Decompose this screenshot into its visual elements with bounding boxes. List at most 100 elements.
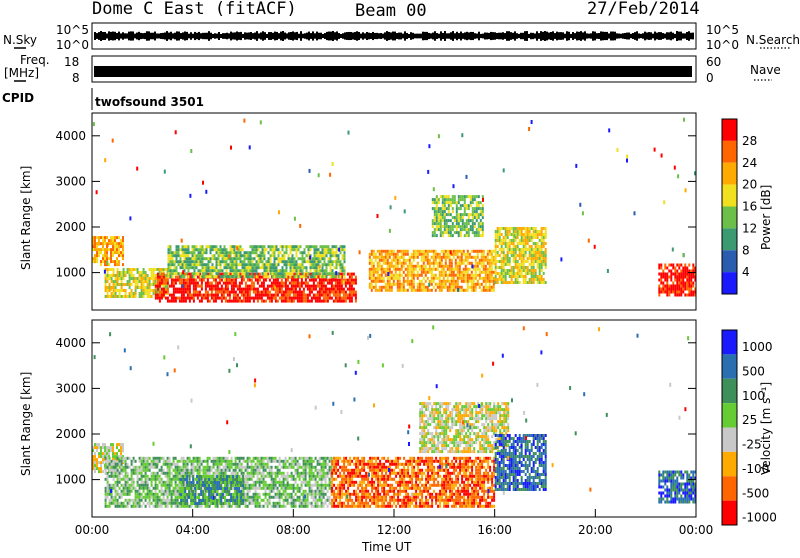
range-gate-cell (676, 285, 678, 288)
range-gate-cell (187, 294, 189, 297)
range-gate-cell (234, 272, 236, 275)
range-gate-cell (319, 291, 321, 294)
range-gate-cell (263, 294, 265, 297)
range-gate-cell (268, 257, 270, 260)
range-gate-cell (112, 254, 114, 257)
range-gate-cell (432, 207, 434, 210)
range-gate-cell (474, 207, 476, 210)
range-gate-cell (474, 216, 476, 219)
range-gate-cell (464, 198, 466, 201)
range-gate-cell (438, 213, 440, 216)
range-gate-cell (133, 268, 135, 271)
range-gate-cell (114, 236, 116, 239)
range-gate-cell (196, 263, 198, 266)
noise-trace-segment (296, 32, 298, 40)
range-gate-cell (676, 291, 678, 294)
range-gate-cell (161, 487, 163, 490)
range-gate-cell (119, 289, 121, 292)
range-gate-cell (464, 213, 466, 216)
range-gate-cell (120, 254, 122, 257)
range-gate-cell (169, 472, 171, 475)
range-gate-cell (465, 277, 467, 280)
range-gate-cell (232, 260, 234, 263)
range-gate-cell (233, 297, 235, 300)
range-gate-cell (389, 283, 391, 286)
range-gate-cell (471, 286, 473, 289)
range-gate-cell (537, 236, 539, 239)
noise-trace-segment (242, 34, 244, 38)
range-gate-cell (137, 502, 139, 505)
range-gate-cell (141, 286, 143, 289)
range-gate-cell (247, 291, 249, 294)
range-gate-cell (282, 272, 284, 275)
scatter-cell (685, 188, 687, 192)
range-gate-cell (345, 285, 347, 288)
range-gate-cell (157, 276, 159, 279)
range-gate-cell (457, 271, 459, 274)
range-gate-cell (452, 216, 454, 219)
noise-trace-segment (216, 34, 218, 39)
range-gate-cell (324, 263, 326, 266)
range-gate-cell (277, 282, 279, 285)
range-gate-cell (161, 273, 163, 276)
range-gate-cell (272, 245, 274, 248)
range-gate-cell (102, 452, 104, 455)
range-gate-cell (535, 260, 537, 263)
range-gate-cell (105, 277, 107, 280)
range-gate-cell (419, 289, 421, 292)
range-gate-cell (175, 279, 177, 282)
range-gate-cell (222, 248, 224, 251)
range-gate-cell (444, 231, 446, 234)
range-gate-cell (436, 198, 438, 201)
range-gate-cell (336, 263, 338, 266)
range-gate-cell (240, 254, 242, 257)
range-gate-cell (165, 499, 167, 502)
range-gate-cell (194, 266, 196, 269)
range-gate-cell (443, 286, 445, 289)
range-gate-cell (326, 272, 328, 275)
range-gate-cell (149, 277, 151, 280)
range-gate-cell (373, 277, 375, 280)
range-gate-cell (105, 460, 107, 463)
range-gate-cell (252, 266, 254, 269)
range-gate-cell (135, 493, 137, 496)
range-gate-cell (451, 262, 453, 265)
range-gate-cell (389, 286, 391, 289)
range-gate-cell (168, 269, 170, 272)
range-gate-cell (487, 262, 489, 265)
range-gate-cell (115, 502, 117, 505)
range-gate-cell (191, 469, 193, 472)
range-gate-cell (505, 233, 507, 236)
range-gate-cell (674, 291, 676, 294)
range-gate-cell (289, 288, 291, 291)
range-gate-cell (343, 291, 345, 294)
range-gate-cell (121, 289, 123, 292)
range-gate-cell (129, 280, 131, 283)
range-gate-cell (131, 268, 133, 271)
noise-trace-segment (192, 34, 194, 39)
range-gate-cell (118, 443, 120, 446)
range-gate-cell (467, 271, 469, 274)
range-gate-cell (332, 269, 334, 272)
range-gate-cell (481, 253, 483, 256)
range-gate-cell (266, 248, 268, 251)
range-gate-cell (303, 282, 305, 285)
range-gate-cell (464, 201, 466, 204)
range-gate-cell (212, 245, 214, 248)
range-gate-cell (200, 257, 202, 260)
range-gate-cell (105, 493, 107, 496)
range-gate-cell (450, 198, 452, 201)
range-gate-cell (509, 275, 511, 278)
range-gate-cell (483, 253, 485, 256)
range-gate-cell (662, 291, 664, 294)
range-gate-cell (456, 204, 458, 207)
range-gate-cell (393, 256, 395, 259)
range-gate-cell (194, 251, 196, 254)
range-gate-cell (339, 291, 341, 294)
range-gate-cell (268, 263, 270, 266)
range-gate-cell (294, 257, 296, 260)
range-gate-cell (658, 267, 660, 270)
range-gate-cell (442, 210, 444, 213)
range-gate-cell (208, 275, 210, 278)
range-gate-cell (107, 496, 109, 499)
